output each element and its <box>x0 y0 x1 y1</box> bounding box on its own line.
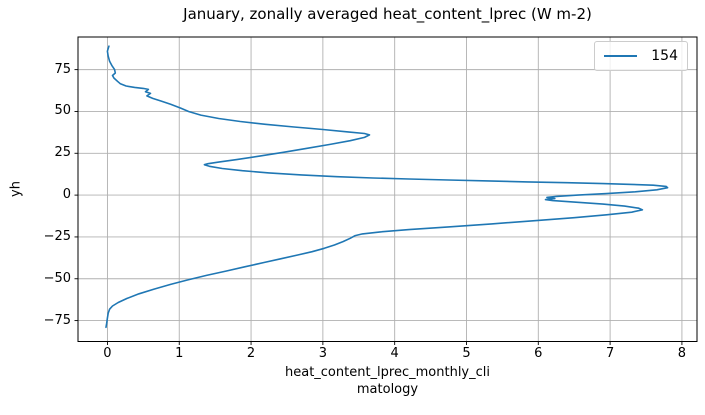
axes-spines <box>77 36 698 342</box>
x-tick-label: 7 <box>605 346 615 361</box>
x-tick-label: 3 <box>318 346 327 361</box>
x-tick-label: 1 <box>175 346 184 361</box>
y-tick-label: 25 <box>54 145 71 161</box>
y-tick-label: −75 <box>43 312 71 328</box>
x-axis-label: heat_content_lprec_monthly_cli matology <box>78 364 697 398</box>
y-tick-label: 0 <box>62 187 71 203</box>
y-tick-label: 75 <box>54 61 71 77</box>
x-tick-label: 6 <box>534 346 543 361</box>
y-tick-label: −50 <box>43 270 71 286</box>
x-tick-label: 4 <box>390 346 399 361</box>
x-tick-label: 0 <box>103 346 112 361</box>
x-axis-label-line2: matology <box>356 382 419 397</box>
legend-entry-label: 154 <box>651 48 678 64</box>
x-axis-label-line1: heat_content_lprec_monthly_cli <box>284 365 490 380</box>
legend-line-sample <box>604 55 638 57</box>
x-tick-label: 8 <box>677 346 687 361</box>
chart-title: January, zonally averaged heat_content_l… <box>183 5 592 23</box>
x-tick-label: 2 <box>246 346 256 361</box>
x-tick-label: 5 <box>462 346 471 361</box>
y-tick-label: 50 <box>54 103 71 119</box>
data-series-154 <box>105 45 669 329</box>
x-axis-tick-labels: 0 1 2 3 4 5 6 7 8 <box>0 346 705 364</box>
y-tick-label: −25 <box>43 228 71 244</box>
legend: 154 <box>594 41 688 71</box>
